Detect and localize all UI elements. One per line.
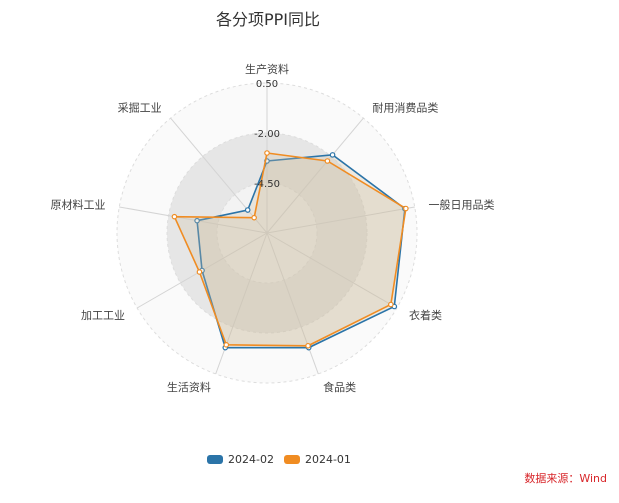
data-point bbox=[388, 301, 394, 308]
legend-label: 2024-02 bbox=[228, 453, 274, 466]
axis-line bbox=[266, 206, 415, 234]
data-point bbox=[329, 152, 336, 158]
indicator-label: 耐用消费品类 bbox=[372, 100, 438, 114]
axis-line bbox=[266, 232, 398, 309]
data-point bbox=[194, 217, 200, 224]
tick-label: -2.00 bbox=[254, 129, 280, 140]
chart-title: 各分项PPI同比 bbox=[215, 10, 321, 29]
data-point bbox=[324, 158, 331, 164]
tick-label: 0.50 bbox=[256, 79, 278, 90]
tick-label: -4.50 bbox=[254, 179, 280, 190]
data-point bbox=[403, 205, 409, 212]
indicator-label: 食品类 bbox=[323, 380, 356, 394]
indicator-label: 衣着类 bbox=[409, 308, 442, 322]
axis-line bbox=[170, 117, 268, 234]
data-point bbox=[196, 269, 203, 275]
data-point bbox=[223, 342, 230, 348]
legend-item-2024-01[interactable]: 2024-01 bbox=[283, 453, 351, 466]
data-point bbox=[264, 150, 270, 156]
indicator-label: 一般日用品类 bbox=[429, 198, 495, 212]
axis-line bbox=[119, 206, 268, 234]
axis-line bbox=[266, 232, 319, 375]
data-point bbox=[305, 342, 311, 349]
legend-swatch bbox=[207, 455, 223, 464]
indicator-label: 生活资料 bbox=[167, 380, 211, 394]
indicator-label: 原材料工业 bbox=[50, 198, 105, 212]
legend-label: 2024-01 bbox=[304, 453, 351, 466]
legend: 2024-02 2024-01 bbox=[207, 453, 351, 466]
grid-ring bbox=[116, 82, 418, 384]
series-area-2024-02 bbox=[196, 154, 406, 349]
indicator-label: 采掘工业 bbox=[118, 100, 162, 114]
axis-line bbox=[215, 232, 268, 375]
data-source: 数据来源：Wind bbox=[524, 472, 607, 485]
axis-line bbox=[266, 117, 364, 234]
legend-swatch bbox=[283, 455, 300, 464]
data-point bbox=[244, 207, 251, 213]
data-point bbox=[251, 214, 257, 221]
indicator-label: 加工工业 bbox=[81, 309, 125, 322]
series-area-2024-01 bbox=[173, 152, 407, 347]
legend-item-2024-02[interactable]: 2024-02 bbox=[207, 453, 274, 466]
indicator-label: 生产资料 bbox=[245, 62, 289, 76]
data-point bbox=[171, 213, 178, 220]
